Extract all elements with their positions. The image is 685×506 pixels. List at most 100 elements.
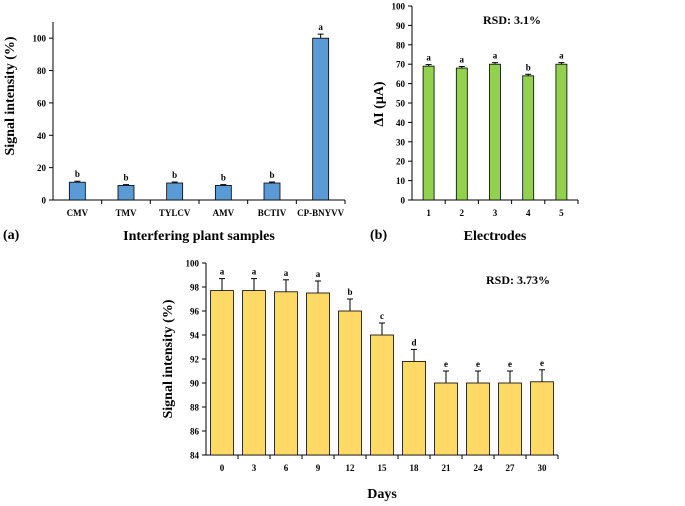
bar [402,360,426,456]
y-tick-label: 20 [37,163,47,173]
y-tick-label: 96 [190,307,200,317]
y-tick-label: 10 [396,176,406,186]
significance-letter: d [411,337,416,347]
significance-letter: b [269,170,274,180]
bar [498,382,522,456]
bar [530,381,554,456]
y-tick-label: 20 [396,157,406,167]
significance-letter: b [526,62,531,72]
x-tick-label: 6 [284,463,289,473]
significance-letter: b [221,173,226,183]
x-tick-label: 1 [426,208,431,218]
y-tick-label: 80 [37,66,47,76]
panel-label: (a) [3,228,20,243]
x-tick-label: 0 [220,463,225,473]
x-tick-label: 18 [410,463,420,473]
bar [522,75,535,201]
x-tick-label: 21 [442,463,452,473]
rsd-annotation: RSD: 3.73% [486,273,550,287]
chart-panel-b: 0 10 20 30 40 50 60 70 80 90 100 1 a 2 a 3 a 4 b 5 a ΔI (μA) E… [370,2,579,244]
y-tick-label: 40 [396,118,406,128]
x-tick-label: 15 [378,463,388,473]
bar [306,292,330,456]
bar [274,291,298,456]
x-tick-label: 2 [460,208,465,218]
x-tick-label: CP-BNYVV [297,208,344,218]
x-tick-label: 4 [526,208,531,218]
significance-letter: e [476,359,480,369]
y-axis-title: Signal intensity (%) [3,36,18,155]
significance-letter: e [508,359,512,369]
y-tick-label: 30 [396,137,406,147]
significance-letter: b [347,287,352,297]
bar [434,382,458,456]
y-tick-label: 60 [396,79,406,89]
x-tick-label: TMV [116,208,137,218]
y-axis-title: Signal intensity (%) [161,299,176,418]
y-tick-label: 98 [190,283,200,293]
y-axis-title: ΔI (μA) [372,81,387,126]
bar [242,290,266,456]
bar [338,310,362,456]
significance-letter: a [252,267,257,277]
x-tick-label: 3 [252,463,257,473]
y-tick-label: 90 [190,379,200,389]
bar [210,290,234,456]
y-tick-label: 0 [42,196,47,206]
x-tick-label: 3 [493,208,498,218]
x-tick-label: 5 [559,208,564,218]
y-tick-label: 84 [190,451,200,461]
chart-panel-a: 0 20 40 60 80 100 CMV b TMV b TYLCV b AMV b BCTIV b CP-B… [3,22,346,244]
rsd-annotation: RSD: 3.1% [483,13,541,27]
y-tick-label: 40 [37,131,47,141]
bar [455,67,468,201]
x-tick-label: BCTIV [258,208,287,218]
y-tick-label: 0 [401,196,406,206]
y-tick-label: 86 [190,427,200,437]
significance-letter: a [316,269,321,279]
significance-letter: b [172,170,177,180]
y-tick-label: 60 [37,98,47,108]
significance-letter: c [380,311,384,321]
significance-letter: a [559,51,564,61]
significance-letter: b [75,169,80,179]
x-tick-label: 30 [538,463,548,473]
y-tick-label: 100 [186,259,200,269]
significance-letter: a [220,267,225,277]
chart-panel-c: 84 86 88 90 92 94 96 98 100 0 a 3 a 6 a 9 a 12 b 15 c 18 d 21 e 2… [161,259,559,502]
x-tick-label: AMV [213,208,235,218]
y-tick-label: 94 [190,331,200,341]
y-tick-label: 50 [396,99,406,109]
x-tick-label: 27 [506,463,516,473]
bar [370,334,394,456]
x-tick-label: CMV [67,208,89,218]
y-tick-label: 92 [190,355,200,365]
bar [214,185,232,201]
significance-letter: a [284,268,289,278]
y-tick-label: 100 [33,34,47,44]
bar [68,181,86,201]
bar [422,65,435,201]
significance-letter: a [318,22,323,32]
significance-letter: a [426,53,431,63]
bar [312,37,330,201]
significance-letter: e [540,358,544,368]
panel-label: (b) [370,228,387,243]
y-tick-label: 88 [190,403,200,413]
bar [263,182,281,201]
bar [166,182,184,201]
x-tick-label: 9 [316,463,321,473]
y-tick-label: 70 [396,60,406,70]
bar [555,63,568,201]
x-tick-label: 12 [346,463,356,473]
x-axis-title: Electrodes [464,229,527,244]
bar [117,185,135,201]
significance-letter: b [123,173,128,183]
significance-letter: e [444,359,448,369]
y-tick-label: 100 [392,2,406,12]
x-tick-label: TYLCV [159,208,191,218]
bar [489,63,501,201]
x-axis-title: Interfering plant samples [123,229,275,244]
y-tick-label: 90 [396,21,406,31]
